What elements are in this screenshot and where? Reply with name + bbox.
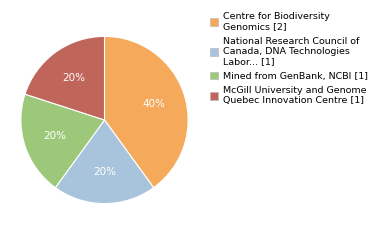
Text: 20%: 20% (63, 73, 86, 83)
Text: 20%: 20% (93, 167, 116, 177)
Legend: Centre for Biodiversity
Genomics [2], National Research Council of
Canada, DNA T: Centre for Biodiversity Genomics [2], Na… (210, 12, 368, 105)
Text: 20%: 20% (44, 131, 67, 141)
Wedge shape (21, 94, 104, 188)
Wedge shape (105, 36, 188, 188)
Wedge shape (55, 120, 154, 204)
Wedge shape (25, 36, 104, 120)
Text: 40%: 40% (142, 99, 165, 109)
